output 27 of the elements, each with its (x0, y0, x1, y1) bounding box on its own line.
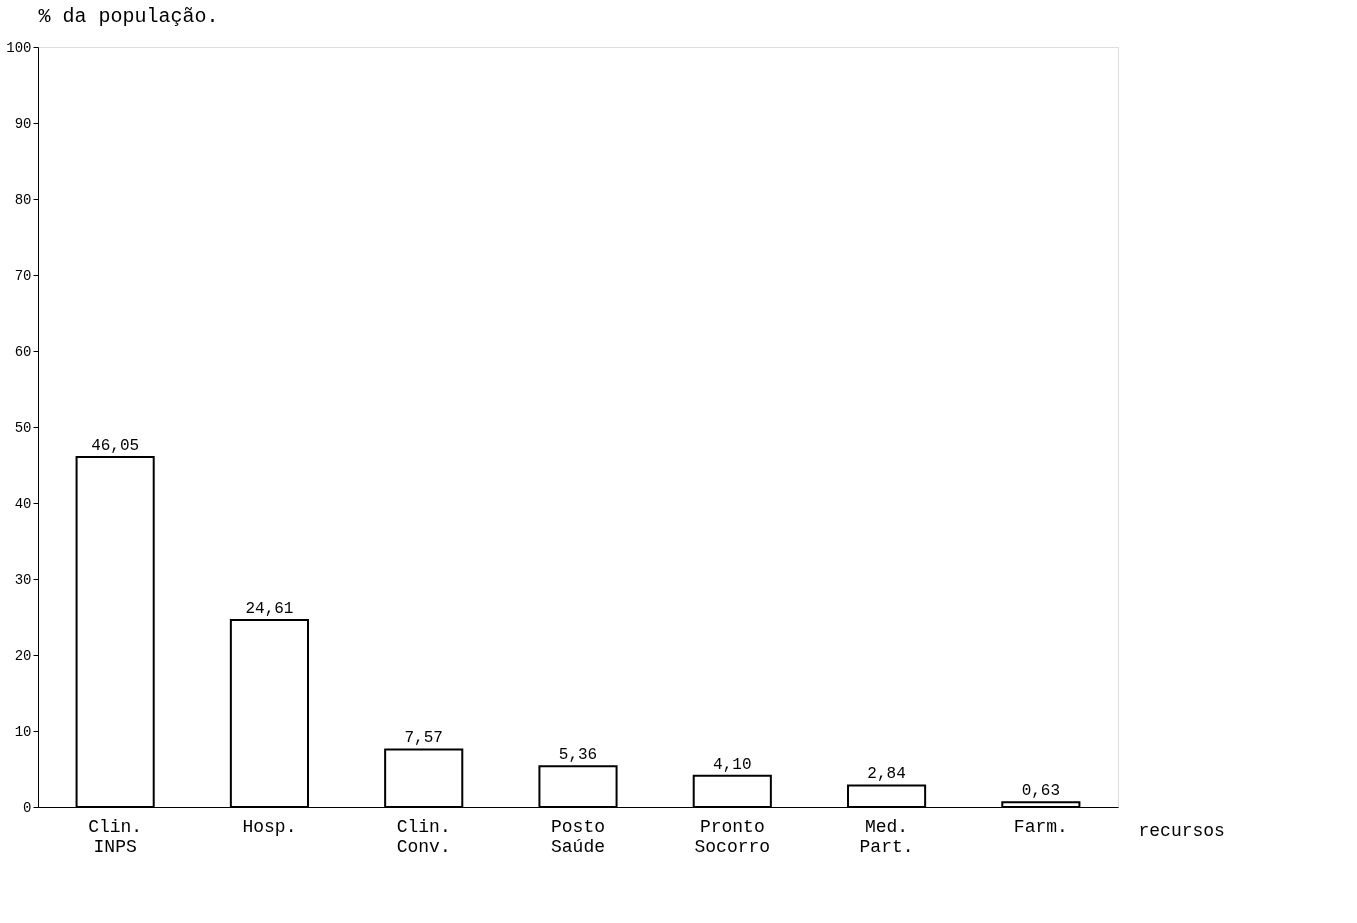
y-tick-label: 60 (14, 343, 32, 360)
data-label: 5,36 (558, 746, 598, 765)
x-tick-label: Pronto Socorro (694, 816, 771, 857)
y-tick-label: 30 (14, 571, 32, 588)
x-tick-label: Hosp. (242, 816, 297, 837)
y-tick-label: 80 (14, 191, 32, 208)
data-label: 0,63 (1021, 782, 1061, 801)
y-tick-label: 0 (23, 799, 32, 816)
x-tick-label: Farm. (1013, 816, 1068, 837)
x-tick-label: Posto Saúde (550, 816, 606, 857)
data-label: 2,84 (867, 765, 906, 784)
y-tick-label: 20 (14, 647, 32, 664)
y-tick-label: 50 (14, 419, 32, 436)
data-label: 4,10 (713, 755, 752, 774)
data-label: 7,57 (404, 729, 443, 748)
x-tick-label: Clin. Conv. (396, 816, 451, 857)
data-label: 46,05 (91, 437, 140, 456)
y-axis-title: % da população. (38, 4, 219, 28)
x-axis-title: recursos (1138, 820, 1225, 841)
y-tick-label: 90 (14, 115, 32, 132)
x-tick-label: Clin. INPS (88, 816, 143, 857)
y-tick-label: 10 (14, 723, 32, 740)
data-label: 24,61 (245, 599, 294, 618)
y-tick-label: 70 (14, 267, 32, 284)
x-tick-label: Med. Part. (859, 816, 914, 857)
y-tick-label: 40 (14, 495, 32, 512)
y-tick-label: 100 (6, 39, 32, 56)
